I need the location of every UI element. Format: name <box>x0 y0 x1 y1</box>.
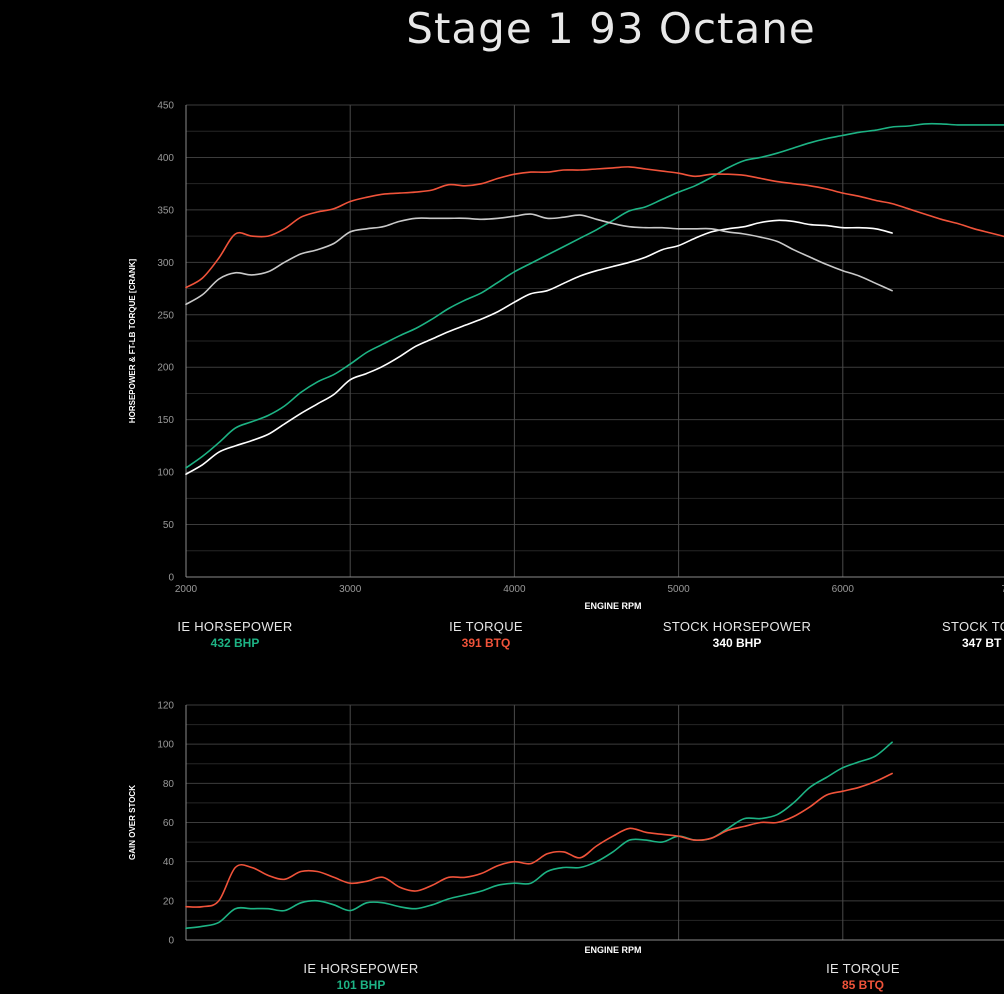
series-ie-horsepowerline <box>185 741 893 930</box>
y-tick-label: 100 <box>157 740 174 751</box>
power-torque-chart: 0 50 100 150 200 250 300 350 400 450 2000 3000 4000 5… <box>128 101 1004 611</box>
y-tick-label: 300 <box>157 258 174 269</box>
series-stock-torqueline <box>185 213 893 306</box>
y-tick-label: 0 <box>168 573 174 584</box>
page-title: Stage 1 93 Octane <box>406 4 816 53</box>
series-ie-torqueline <box>185 166 1004 289</box>
legend-value: 101 BHP <box>336 978 386 992</box>
x-tick-label: 70 <box>1001 584 1004 595</box>
x-tick-label: 4000 <box>503 584 526 595</box>
legend-value: 340 BHP <box>712 636 762 650</box>
legend-label: IE HORSEPOWER <box>303 961 419 976</box>
y-tick-label: 60 <box>163 818 175 829</box>
y-axis-label: GAIN OVER STOCK <box>128 785 137 860</box>
legend-label: IE HORSEPOWER <box>177 619 293 634</box>
legend-ie-torque: IE TORQUE 391 BTQ <box>386 619 586 650</box>
gain-legend-ie-horsepower: IE HORSEPOWER 101 BHP <box>261 961 461 992</box>
series-ie-torqueline <box>185 772 893 908</box>
legend-label: STOCK HORSEPOWER <box>662 619 812 634</box>
legend-stock-torque: STOCK TOR 347 BT <box>942 619 1004 650</box>
legend-value: 347 BT <box>962 636 1002 650</box>
y-tick-label: 400 <box>157 153 174 164</box>
x-tick-label: 3000 <box>339 584 362 595</box>
x-tick-label: 6000 <box>832 584 855 595</box>
y-tick-label: 200 <box>157 363 174 374</box>
legend-ie-horsepower: IE HORSEPOWER 432 BHP <box>135 619 335 650</box>
legend-label: IE TORQUE <box>826 961 900 976</box>
y-axis-label: HORSEPOWER & FT-LB TORQUE [CRANK] <box>128 259 137 424</box>
legend-value: 432 BHP <box>210 636 260 650</box>
x-tick-label: 5000 <box>667 584 690 595</box>
x-tick-label: 2000 <box>175 584 198 595</box>
y-tick-label: 50 <box>163 520 175 531</box>
gain-legend-ie-torque: IE TORQUE 85 BTQ <box>763 961 963 992</box>
y-tick-label: 80 <box>163 779 175 790</box>
y-tick-label: 0 <box>168 936 174 947</box>
legend-label: IE TORQUE <box>449 619 523 634</box>
series-stock-horsepowerline <box>185 219 893 475</box>
x-axis-label: ENGINE RPM <box>584 945 641 955</box>
legend-stock-horsepower: STOCK HORSEPOWER 340 BHP <box>637 619 837 650</box>
legend-label: STOCK TOR <box>942 619 1004 634</box>
legend-value: 85 BTQ <box>841 978 884 992</box>
gain-chart: 0 20 40 60 80 100 120 ENGINE RPM GAIN OVER STOCK <box>128 701 1004 955</box>
y-tick-label: 120 <box>157 701 174 712</box>
y-tick-label: 250 <box>157 310 174 321</box>
y-tick-label: 40 <box>163 857 175 868</box>
series-ie-horsepowerline <box>185 122 1004 469</box>
y-tick-label: 20 <box>163 896 175 907</box>
legend-value: 391 BTQ <box>461 636 511 650</box>
y-tick-label: 350 <box>157 205 174 216</box>
y-tick-label: 100 <box>157 468 174 479</box>
y-tick-label: 450 <box>157 101 174 112</box>
x-axis-label: ENGINE RPM <box>584 601 641 611</box>
y-tick-label: 150 <box>157 415 174 426</box>
